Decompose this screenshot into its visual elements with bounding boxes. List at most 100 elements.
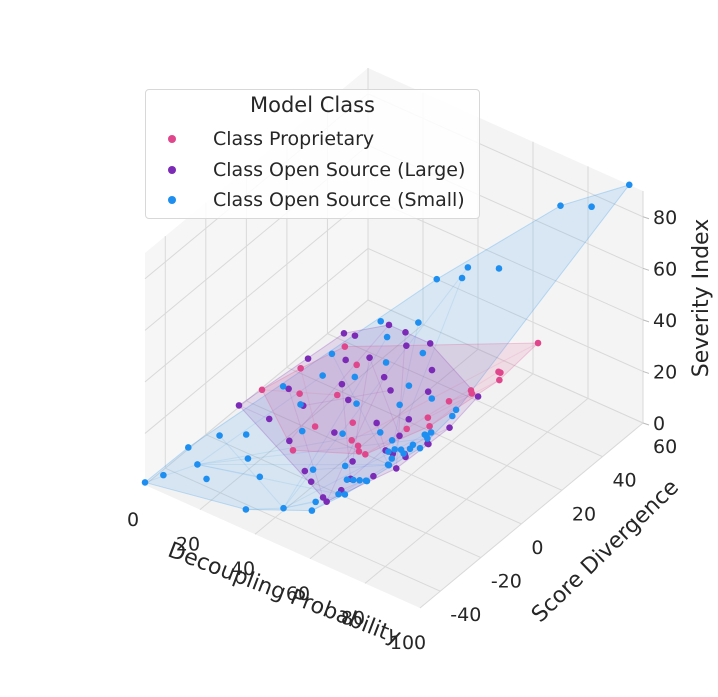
legend-item-proprietary: Class Proprietary <box>168 124 374 154</box>
data-point-series-2 <box>424 435 431 442</box>
data-point-series-2 <box>203 475 210 483</box>
data-point-series-0 <box>496 376 503 384</box>
data-point-series-1 <box>366 354 373 361</box>
data-point-series-2 <box>353 400 360 407</box>
mesh-line-2 <box>144 463 198 483</box>
mesh-line-2 <box>197 463 339 495</box>
x-tick-label: 80 <box>341 607 365 629</box>
z-tick-mark <box>642 267 650 271</box>
mesh-line-0 <box>429 393 473 427</box>
legend-marker-open-source-large <box>168 166 176 174</box>
z-tick-mark <box>642 216 650 220</box>
data-point-series-1 <box>331 429 338 436</box>
data-point-series-0 <box>354 442 362 450</box>
mesh-line-1 <box>326 376 385 502</box>
data-point-series-2 <box>464 264 472 271</box>
data-point-series-2 <box>405 382 413 389</box>
legend-marker-proprietary <box>168 135 176 143</box>
grid-line-x-floor <box>419 422 644 609</box>
data-point-series-2 <box>625 181 633 189</box>
data-point-series-2 <box>349 476 357 484</box>
data-point-series-2 <box>433 275 441 283</box>
data-point-series-2 <box>427 429 435 436</box>
data-point-series-0 <box>297 364 304 372</box>
x-tick-label: 20 <box>176 534 200 556</box>
mesh-line-0 <box>351 342 539 441</box>
data-point-series-2 <box>312 498 319 506</box>
grid-line-x-floor <box>364 398 589 584</box>
data-point-series-1 <box>307 478 315 486</box>
grid-line-x-floor <box>199 324 424 510</box>
data-point-series-1 <box>425 440 432 448</box>
data-point-series-0 <box>348 437 356 444</box>
data-point-series-2 <box>363 477 371 485</box>
data-point-series-1 <box>387 387 394 394</box>
y-tick-label: 40 <box>612 470 636 492</box>
grid-line-z-left <box>144 248 369 434</box>
mesh-line-2 <box>283 336 388 509</box>
data-point-series-1 <box>373 419 380 427</box>
z-tick-label: 0 <box>653 413 665 435</box>
mesh-line-2 <box>331 353 390 466</box>
data-point-series-2 <box>452 406 460 414</box>
data-point-series-2 <box>557 202 564 209</box>
data-point-series-1 <box>402 329 409 336</box>
data-point-series-0 <box>289 446 297 454</box>
grid-line-z-back <box>367 299 644 424</box>
data-point-series-2 <box>216 432 223 439</box>
y-tick-label: 0 <box>531 537 543 559</box>
x-tick-label: 60 <box>286 583 310 605</box>
z-tick-mark <box>642 370 650 374</box>
mesh-line-2 <box>197 463 260 478</box>
data-point-series-2 <box>448 412 456 420</box>
data-point-series-2 <box>244 455 252 462</box>
z-tick-label: 60 <box>653 258 677 280</box>
data-point-series-0 <box>333 391 341 399</box>
grid-line-y-floor <box>286 366 563 491</box>
data-point-series-2 <box>335 490 342 498</box>
legend-title: Model Class <box>250 93 375 117</box>
data-point-series-0 <box>424 414 432 421</box>
data-point-series-1 <box>304 355 312 362</box>
z-tick-mark <box>642 422 650 426</box>
data-point-series-1 <box>370 472 377 480</box>
data-point-series-2 <box>495 265 503 272</box>
data-point-series-2 <box>391 446 399 453</box>
data-point-series-2 <box>298 427 306 435</box>
z-tick-label: 80 <box>653 207 677 229</box>
data-point-series-0 <box>258 386 266 394</box>
grid-line-x-floor <box>254 348 479 535</box>
data-point-series-2 <box>400 450 407 457</box>
data-point-series-2 <box>341 462 349 470</box>
data-point-series-1 <box>392 465 400 472</box>
z-tick-mark <box>642 319 650 323</box>
data-point-series-1 <box>351 332 359 339</box>
data-point-series-2 <box>588 203 595 211</box>
mesh-line-2 <box>283 501 316 509</box>
data-point-series-2 <box>160 471 167 479</box>
data-point-series-2 <box>428 395 436 402</box>
data-point-series-0 <box>349 419 357 426</box>
data-point-series-1 <box>446 424 453 431</box>
grid-line-y-floor <box>165 467 441 592</box>
data-point-series-2 <box>356 477 363 484</box>
data-point-series-1 <box>265 415 273 423</box>
data-point-series-2 <box>297 401 304 408</box>
grid-line-z-back <box>367 247 644 372</box>
data-point-series-0 <box>426 422 433 430</box>
data-points <box>141 181 633 514</box>
data-point-series-2 <box>319 372 326 379</box>
mesh-line-1 <box>369 357 400 437</box>
data-point-series-2 <box>458 274 466 282</box>
data-point-series-0 <box>355 448 363 455</box>
data-point-series-1 <box>344 396 352 404</box>
data-point-series-0 <box>362 451 369 458</box>
data-point-series-2 <box>242 431 250 438</box>
data-point-series-1 <box>340 329 348 337</box>
grid-line-z-left <box>144 196 369 383</box>
grid-line-y-floor <box>327 333 603 458</box>
mesh-line-1 <box>395 332 406 469</box>
data-point-series-2 <box>415 319 422 326</box>
data-point-series-2 <box>184 444 192 451</box>
data-point-series-1 <box>426 340 434 347</box>
